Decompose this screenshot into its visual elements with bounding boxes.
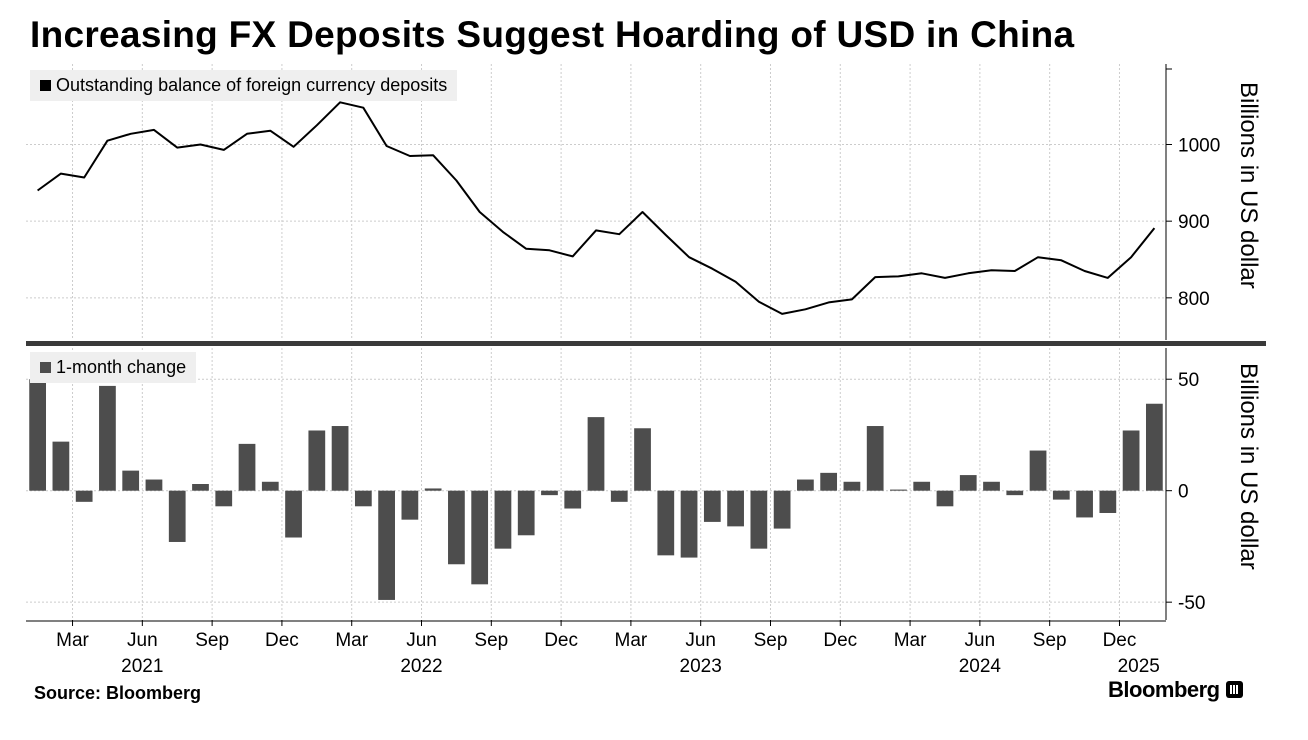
- x-year-label: 2025: [1118, 656, 1160, 677]
- monthly-change-bar: [238, 443, 256, 491]
- x-month-label: Sep: [1033, 630, 1067, 651]
- panel-divider: [26, 341, 1266, 346]
- bottom-y-tick-label: -50: [1178, 593, 1205, 614]
- monthly-change-bar: [75, 490, 93, 502]
- monthly-change-bar: [657, 490, 675, 556]
- x-month-label: Sep: [754, 630, 788, 651]
- x-month-label: Jun: [406, 630, 437, 651]
- monthly-change-bar: [866, 426, 884, 491]
- monthly-change-bar: [52, 441, 70, 491]
- line-legend: Outstanding balance of foreign currency …: [30, 70, 458, 101]
- monthly-change-bar: [285, 490, 302, 538]
- monthly-change-bar: [843, 481, 861, 491]
- chart-title: Increasing FX Deposits Suggest Hoarding …: [30, 14, 1075, 55]
- monthly-change-bar: [308, 430, 326, 491]
- monthly-change-bar: [122, 470, 140, 491]
- x-month-label: Sep: [474, 630, 508, 651]
- monthly-change-bar: [1029, 450, 1047, 491]
- monthly-change-bar: [890, 489, 907, 491]
- bar-legend-label: 1-month change: [56, 357, 187, 377]
- monthly-change-bar: [471, 490, 489, 585]
- terminal-icon: [1225, 681, 1243, 698]
- monthly-change-bar: [634, 428, 651, 491]
- monthly-change-bar: [192, 484, 209, 491]
- x-month-label: Sep: [195, 630, 229, 651]
- monthly-change-bar: [610, 490, 628, 502]
- monthly-change-bar: [401, 490, 419, 520]
- monthly-change-bar: [494, 490, 512, 549]
- x-month-label: Mar: [335, 630, 368, 651]
- monthly-change-bar: [99, 385, 116, 491]
- x-year-label: 2023: [680, 656, 722, 677]
- bar-legend-swatch: [40, 362, 51, 373]
- x-month-label: Jun: [965, 630, 996, 651]
- monthly-change-bar: [959, 475, 977, 491]
- x-month-label: Jun: [685, 630, 716, 651]
- monthly-change-bar: [587, 417, 605, 491]
- monthly-change-bar: [215, 490, 233, 507]
- monthly-change-bar: [145, 479, 163, 491]
- monthly-change-bar: [680, 490, 698, 558]
- x-year-label: 2024: [959, 656, 1002, 677]
- bottom-y-axis-label: Billions in US dollar: [1235, 363, 1262, 570]
- top-y-tick-label: 800: [1178, 289, 1210, 310]
- monthly-change-bar: [1052, 490, 1070, 500]
- deposit-balance-line: [37, 101, 1156, 315]
- monthly-change-bar: [820, 472, 838, 491]
- monthly-change-bar: [983, 481, 1000, 491]
- monthly-change-bar: [354, 490, 372, 507]
- monthly-change-bar: [1099, 490, 1117, 513]
- monthly-change-bar: [378, 490, 395, 600]
- x-month-label: Mar: [56, 630, 89, 651]
- monthly-change-bar: [750, 490, 768, 549]
- monthly-change-bar: [517, 490, 535, 536]
- monthly-change-bar: [541, 490, 558, 496]
- top-y-tick-label: 900: [1178, 212, 1210, 233]
- bloomberg-logo: Bloomberg: [1108, 677, 1243, 703]
- monthly-change-bar: [1122, 430, 1140, 491]
- brand-name: Bloomberg: [1108, 677, 1220, 702]
- monthly-change-bar: [773, 490, 791, 529]
- x-year-label: 2022: [400, 656, 442, 677]
- source-note: Source: Bloomberg: [34, 683, 202, 703]
- monthly-change-bar: [703, 490, 721, 522]
- x-year-label: 2021: [121, 656, 163, 677]
- monthly-change-bar: [448, 490, 465, 565]
- line-legend-label: Outstanding balance of foreign currency …: [56, 75, 448, 95]
- x-month-label: Dec: [823, 630, 857, 651]
- monthly-change-bar: [424, 488, 442, 491]
- monthly-change-bar: [29, 379, 47, 491]
- top-y-axis-label: Billions in US dollar: [1235, 82, 1262, 289]
- monthly-change-bar: [936, 490, 954, 507]
- bottom-y-tick-label: 50: [1178, 370, 1199, 391]
- x-month-label: Dec: [265, 630, 299, 651]
- monthly-change-bar: [913, 481, 931, 491]
- x-month-label: Dec: [544, 630, 578, 651]
- monthly-change-bar: [1145, 403, 1163, 491]
- monthly-change-bar: [261, 481, 279, 491]
- x-month-label: Jun: [127, 630, 158, 651]
- line-legend-swatch: [40, 80, 51, 91]
- monthly-change-bar: [727, 490, 744, 527]
- bar-legend: 1-month change: [30, 352, 197, 383]
- monthly-change-bar: [1076, 490, 1093, 518]
- x-month-label: Mar: [894, 630, 927, 651]
- x-month-label: Dec: [1103, 630, 1137, 651]
- x-month-label: Mar: [615, 630, 648, 651]
- monthly-change-bar: [331, 426, 349, 491]
- monthly-change-bar: [564, 490, 582, 509]
- monthly-change-bar: [168, 490, 186, 542]
- monthly-change-bar: [1006, 490, 1024, 496]
- bottom-y-tick-label: 0: [1178, 482, 1189, 503]
- monthly-change-bar: [797, 479, 814, 491]
- top-y-tick-label: 1000: [1178, 136, 1220, 157]
